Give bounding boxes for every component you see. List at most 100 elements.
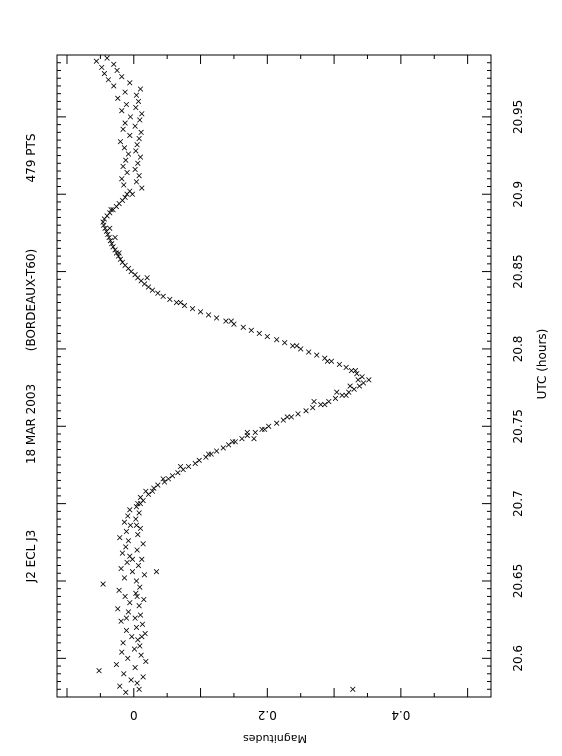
data-point	[208, 451, 214, 457]
x-tick-label: 20.95	[511, 100, 525, 134]
data-point	[223, 318, 229, 324]
x-tick-labels: 20.6 20.65 20.7 20.75 20.8 20.85 20.9 20.95	[511, 100, 525, 672]
x-axis-label: UTC (hours)	[535, 329, 549, 400]
data-point	[143, 488, 149, 494]
data-point	[119, 649, 125, 655]
data-point	[261, 426, 268, 433]
data-point	[129, 556, 136, 563]
data-point	[135, 160, 141, 166]
data-point	[118, 565, 124, 572]
data-point	[139, 185, 145, 191]
data-point	[138, 129, 144, 136]
data-point	[105, 77, 112, 83]
data-point	[133, 104, 139, 111]
data-point	[177, 299, 184, 306]
data-points	[93, 55, 372, 696]
data-point	[197, 309, 204, 315]
data-point	[280, 417, 287, 423]
data-point	[112, 247, 118, 253]
data-point	[119, 259, 126, 265]
data-point	[143, 658, 149, 665]
data-point	[134, 680, 140, 686]
data-point	[324, 358, 331, 364]
data-point	[265, 423, 272, 429]
data-point	[138, 652, 144, 658]
data-point	[137, 494, 144, 501]
data-point	[132, 615, 138, 621]
data-point	[185, 463, 192, 470]
data-point	[355, 377, 361, 383]
axis-ticks	[57, 54, 491, 698]
data-point	[284, 414, 291, 420]
data-point	[124, 169, 130, 176]
data-point	[343, 364, 349, 371]
data-point	[228, 318, 234, 324]
data-point	[93, 58, 100, 64]
data-point	[121, 145, 128, 151]
data-point	[136, 686, 142, 692]
data-point	[108, 207, 114, 213]
data-point	[96, 668, 102, 674]
data-point	[173, 299, 180, 306]
data-point	[348, 367, 355, 374]
data-point	[140, 541, 146, 547]
data-point	[133, 148, 139, 154]
x-tick-label: 20.65	[511, 564, 525, 598]
data-point	[351, 386, 357, 392]
data-point	[322, 401, 328, 408]
data-point	[117, 683, 123, 689]
data-point	[128, 677, 134, 683]
data-point	[129, 569, 136, 575]
data-point	[139, 633, 145, 640]
data-point	[137, 525, 144, 532]
data-point	[192, 460, 198, 467]
data-point	[314, 352, 320, 358]
data-point	[137, 612, 144, 618]
data-point	[273, 336, 280, 343]
data-point	[106, 234, 112, 241]
data-point	[132, 271, 138, 278]
data-point	[356, 383, 363, 389]
header-object: J2 ECL J3	[24, 530, 38, 584]
y-tick-labels: 0 0.2 0.4	[130, 708, 410, 722]
data-point	[102, 225, 108, 231]
x-tick-label: 20.9	[511, 181, 525, 208]
data-point	[240, 324, 246, 330]
data-point	[100, 581, 106, 587]
data-point	[121, 182, 127, 188]
data-point	[288, 414, 295, 420]
data-point	[347, 383, 353, 389]
x-tick-label: 20.75	[511, 409, 525, 443]
data-point	[107, 225, 113, 231]
data-point	[326, 398, 332, 405]
data-point	[122, 120, 128, 126]
data-point	[256, 330, 262, 337]
data-point	[248, 327, 254, 334]
data-point	[125, 538, 132, 544]
data-point	[359, 374, 365, 380]
data-point	[133, 578, 140, 584]
data-point	[127, 80, 133, 86]
data-point	[111, 61, 117, 67]
data-point	[110, 244, 116, 250]
data-point	[251, 435, 257, 442]
data-point	[155, 290, 161, 296]
data-point	[123, 544, 129, 550]
data-point	[100, 219, 106, 225]
data-point	[136, 603, 142, 609]
data-point	[137, 86, 144, 92]
data-point	[123, 528, 130, 535]
data-point	[117, 534, 123, 541]
data-point	[310, 405, 316, 411]
data-point	[122, 593, 128, 600]
data-point	[161, 479, 168, 485]
data-point	[119, 108, 125, 114]
data-point	[133, 624, 140, 631]
data-point	[295, 411, 301, 417]
data-point	[213, 448, 220, 454]
data-point	[137, 584, 143, 590]
data-point	[137, 643, 143, 649]
data-point	[124, 559, 130, 566]
data-point	[298, 346, 304, 352]
